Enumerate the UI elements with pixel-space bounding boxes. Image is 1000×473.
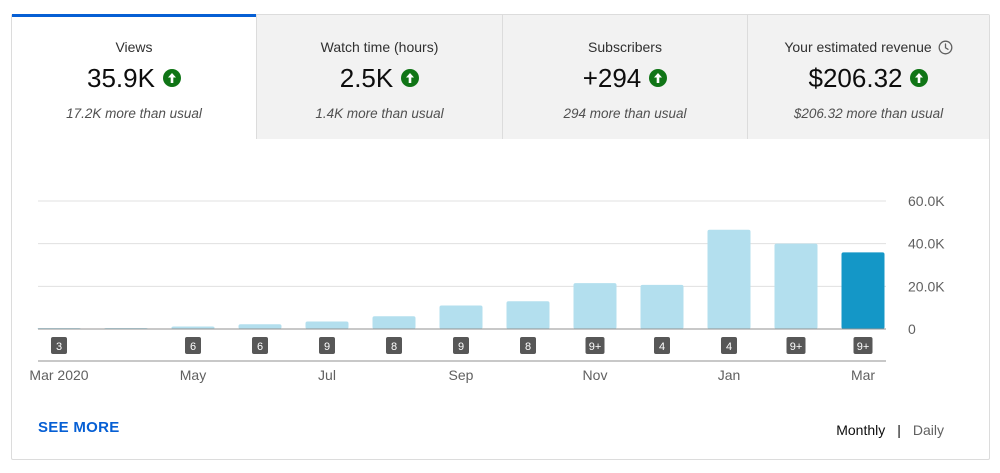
upload-count-label: 8 bbox=[391, 341, 397, 353]
upload-count-label: 6 bbox=[257, 341, 263, 353]
tab-watch-time-value: 2.5K bbox=[339, 63, 394, 93]
arrow-up-icon bbox=[162, 69, 181, 87]
see-more-link[interactable]: SEE MORE bbox=[38, 419, 120, 436]
toggle-monthly[interactable]: Monthly bbox=[836, 422, 886, 438]
upload-count-label: 4 bbox=[659, 341, 665, 353]
clock-icon[interactable] bbox=[938, 40, 953, 55]
tab-revenue[interactable]: Your estimated revenue $206.32 $206.32 m… bbox=[747, 15, 989, 139]
bar bbox=[439, 305, 483, 329]
upload-count-label: 9+ bbox=[790, 341, 803, 353]
upload-count-label: 8 bbox=[525, 341, 531, 353]
bar bbox=[238, 324, 282, 329]
views-bar-chart: 0 20.0K 40.0K 60.0K 3 6 6 9 8 9 8 9+ 4 4 9+ 9+ Mar 2020 M… bbox=[29, 193, 945, 383]
bar bbox=[774, 243, 818, 329]
bar bbox=[372, 316, 416, 329]
arrow-up-icon bbox=[401, 69, 420, 87]
tab-watch-time[interactable]: Watch time (hours) 2.5K 1.4K more than u… bbox=[256, 15, 502, 139]
x-tick-label: May bbox=[180, 367, 206, 383]
tab-watch-time-comparison: 1.4K more than usual bbox=[315, 106, 444, 121]
upload-count-badge bbox=[654, 337, 670, 354]
x-tick-label: Mar 2020 bbox=[29, 367, 88, 383]
upload-count-label: 9 bbox=[458, 341, 464, 353]
bar bbox=[506, 301, 550, 329]
tab-subscribers-value: +294 bbox=[582, 63, 642, 93]
bar bbox=[171, 326, 215, 329]
y-tick-label: 40.0K bbox=[908, 236, 945, 252]
bar bbox=[707, 229, 751, 329]
upload-count-label: 3 bbox=[56, 341, 62, 353]
upload-count-label: 9+ bbox=[857, 341, 870, 353]
toggle-separator: | bbox=[897, 422, 901, 438]
upload-count-label: 6 bbox=[190, 341, 196, 353]
upload-count-label: 9 bbox=[324, 341, 330, 353]
upload-count-badge bbox=[585, 337, 605, 354]
upload-count-badge bbox=[453, 337, 469, 354]
y-tick-label: 20.0K bbox=[908, 278, 945, 294]
tab-subscribers-comparison: 294 more than usual bbox=[563, 106, 687, 121]
bar bbox=[841, 252, 885, 329]
upload-count-label: 4 bbox=[726, 341, 732, 353]
upload-count-badge bbox=[520, 337, 536, 354]
x-tick-label: Sep bbox=[449, 367, 474, 383]
tab-views-comparison: 17.2K more than usual bbox=[66, 106, 202, 121]
upload-count-badge bbox=[252, 337, 268, 354]
x-tick-label: Nov bbox=[583, 367, 608, 383]
upload-count-badge bbox=[721, 337, 737, 354]
x-tick-label: Jul bbox=[318, 367, 336, 383]
tab-revenue-title-row: Your estimated revenue bbox=[748, 39, 989, 56]
tab-views-value: 35.9K bbox=[87, 63, 155, 93]
tab-subscribers-title: Subscribers bbox=[588, 39, 662, 55]
granularity-toggle: Monthly | Daily bbox=[836, 422, 944, 438]
upload-count-badge bbox=[386, 337, 402, 354]
tab-views[interactable]: Views 35.9K 17.2K more than usual bbox=[12, 14, 256, 139]
tab-views-title: Views bbox=[115, 39, 153, 55]
upload-count-badge bbox=[853, 337, 873, 354]
arrow-up-icon bbox=[649, 69, 668, 87]
y-tick-label: 0 bbox=[908, 321, 916, 337]
upload-count-badge bbox=[51, 337, 67, 354]
metric-tabs: Views 35.9K 17.2K more than usual Watch … bbox=[12, 14, 989, 139]
x-tick-label: Jan bbox=[718, 367, 741, 383]
tab-revenue-comparison: $206.32 more than usual bbox=[793, 106, 944, 121]
tab-revenue-title: Your estimated revenue bbox=[784, 39, 932, 55]
y-tick-label: 60.0K bbox=[908, 193, 945, 209]
bar bbox=[640, 284, 684, 329]
x-tick-label: Mar bbox=[851, 367, 875, 383]
upload-count-label: 9+ bbox=[589, 341, 602, 353]
tab-revenue-value: $206.32 bbox=[808, 63, 903, 93]
upload-count-badge bbox=[319, 337, 335, 354]
tab-subscribers[interactable]: Subscribers +294 294 more than usual bbox=[502, 15, 747, 139]
bar bbox=[573, 283, 617, 329]
upload-count-badge bbox=[185, 337, 201, 354]
bar bbox=[305, 321, 349, 329]
tab-watch-time-title: Watch time (hours) bbox=[320, 39, 439, 55]
arrow-up-icon bbox=[910, 69, 929, 87]
toggle-daily[interactable]: Daily bbox=[912, 422, 944, 438]
upload-count-badge bbox=[786, 337, 806, 354]
analytics-card: Views 35.9K 17.2K more than usual Watch … bbox=[11, 14, 990, 460]
